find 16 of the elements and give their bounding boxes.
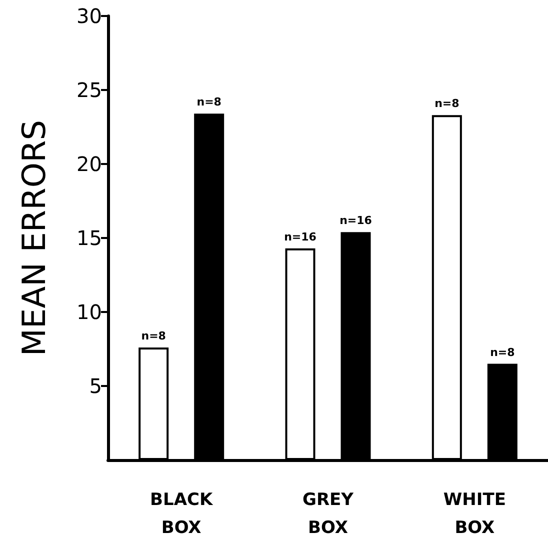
- y-tick-label: 15: [76, 226, 102, 250]
- y-tick-label: 30: [76, 4, 102, 28]
- x-tick-label: BLACK BOX: [150, 490, 214, 538]
- x-tick-label: WHITE BOX: [443, 490, 506, 538]
- y-tick-label: 25: [76, 78, 102, 102]
- x-tick-label: GREY BOX: [302, 490, 354, 538]
- annotation: n=8: [434, 97, 460, 110]
- y-tick-label: 20: [76, 152, 102, 176]
- annotation: n=16: [340, 214, 372, 228]
- annotation: n=16: [284, 230, 317, 244]
- y-tick-label: 5: [89, 374, 102, 398]
- annotation: n=8: [141, 330, 166, 343]
- y-axis-title: MEAN ERRORS: [15, 120, 53, 356]
- y-tick-label: 10: [76, 300, 102, 324]
- annotation: n=8: [490, 346, 515, 359]
- annotation: n=8: [196, 96, 222, 109]
